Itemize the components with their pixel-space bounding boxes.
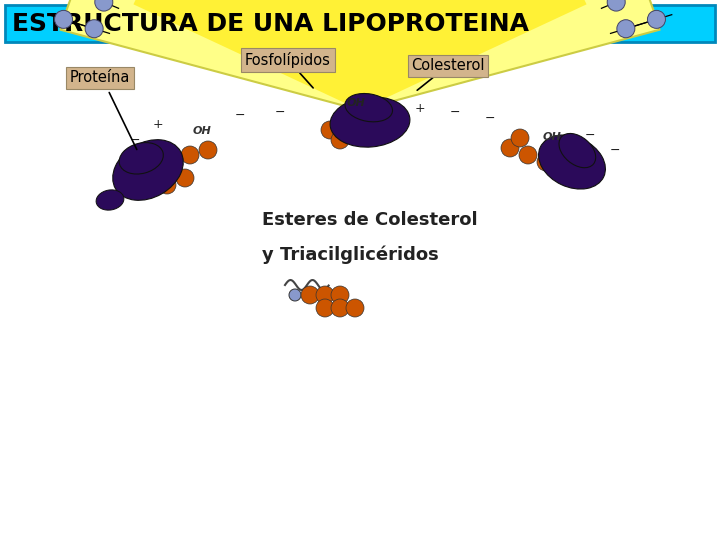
Text: OH: OH bbox=[543, 132, 562, 142]
Circle shape bbox=[519, 146, 537, 164]
Text: Proteína: Proteína bbox=[70, 71, 130, 85]
Ellipse shape bbox=[113, 140, 184, 200]
Ellipse shape bbox=[539, 135, 606, 189]
Text: y Triacilglicéridos: y Triacilglicéridos bbox=[261, 246, 438, 264]
Circle shape bbox=[176, 169, 194, 187]
Circle shape bbox=[181, 146, 199, 164]
Circle shape bbox=[146, 163, 164, 181]
Circle shape bbox=[164, 153, 182, 171]
FancyBboxPatch shape bbox=[5, 5, 715, 42]
Circle shape bbox=[199, 141, 217, 159]
Circle shape bbox=[647, 10, 665, 29]
Circle shape bbox=[316, 286, 334, 304]
Ellipse shape bbox=[559, 133, 595, 168]
Text: −: − bbox=[275, 105, 285, 118]
Text: −: − bbox=[235, 109, 246, 122]
Circle shape bbox=[501, 139, 519, 157]
Text: ESTRUCTURA DE UNA LIPOPROTEINA: ESTRUCTURA DE UNA LIPOPROTEINA bbox=[12, 12, 529, 36]
Text: OH: OH bbox=[193, 126, 212, 136]
Text: −: − bbox=[585, 129, 595, 141]
Circle shape bbox=[301, 286, 319, 304]
Circle shape bbox=[95, 0, 113, 11]
Text: Fosfolípidos: Fosfolípidos bbox=[245, 52, 331, 68]
Circle shape bbox=[617, 20, 635, 38]
Circle shape bbox=[289, 289, 301, 301]
Circle shape bbox=[331, 299, 349, 317]
Circle shape bbox=[85, 20, 103, 38]
Circle shape bbox=[349, 123, 367, 141]
Text: −: − bbox=[610, 144, 620, 157]
Text: +: + bbox=[415, 102, 426, 114]
Circle shape bbox=[158, 176, 176, 194]
Text: −: − bbox=[485, 111, 495, 125]
Circle shape bbox=[321, 121, 339, 139]
Wedge shape bbox=[133, 0, 587, 110]
Circle shape bbox=[346, 299, 364, 317]
Ellipse shape bbox=[345, 93, 392, 122]
Circle shape bbox=[537, 153, 555, 171]
Circle shape bbox=[511, 129, 529, 147]
Ellipse shape bbox=[96, 190, 124, 210]
Text: −: − bbox=[130, 133, 140, 146]
Text: Colesterol: Colesterol bbox=[411, 58, 485, 73]
Ellipse shape bbox=[330, 97, 410, 147]
Text: +: + bbox=[153, 118, 163, 131]
Circle shape bbox=[607, 0, 625, 11]
Circle shape bbox=[331, 286, 349, 304]
Text: −: − bbox=[450, 105, 460, 118]
Ellipse shape bbox=[120, 143, 163, 174]
Circle shape bbox=[55, 10, 73, 29]
Text: OH: OH bbox=[347, 98, 366, 108]
Circle shape bbox=[357, 111, 375, 129]
Circle shape bbox=[331, 131, 349, 149]
Circle shape bbox=[375, 113, 393, 131]
Text: Esteres de Colesterol: Esteres de Colesterol bbox=[262, 211, 478, 229]
Wedge shape bbox=[60, 0, 660, 110]
Circle shape bbox=[316, 299, 334, 317]
Circle shape bbox=[339, 113, 357, 131]
